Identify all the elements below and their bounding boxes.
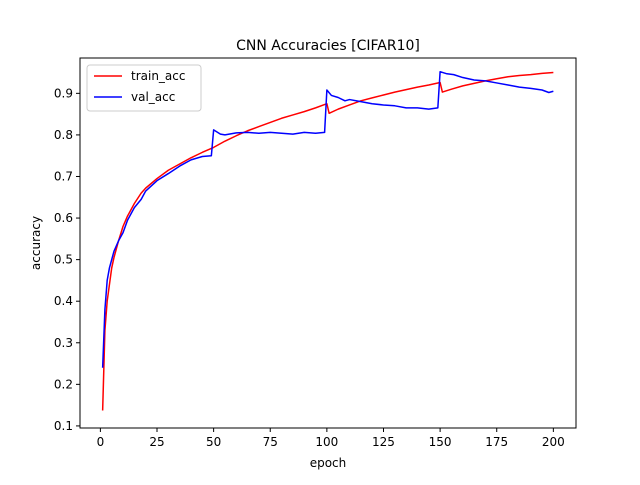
series-line-val-acc — [101, 70, 554, 368]
x-tick-label: 100 — [315, 435, 338, 449]
y-tick-label: 0.2 — [54, 377, 73, 391]
y-tick-label: 0.6 — [54, 211, 73, 225]
x-axis-label: epoch — [310, 456, 347, 470]
axes-frame — [79, 57, 577, 429]
y-tick-label: 0.9 — [54, 86, 73, 100]
x-tick-label: 75 — [263, 435, 278, 449]
series-layer — [101, 70, 554, 411]
legend-label-train: train_acc — [131, 69, 185, 83]
x-tick-label: 0 — [97, 435, 105, 449]
y-axis: 0.1 0.2 0.3 0.4 0.5 0.6 0.7 0.8 0.9 — [54, 86, 80, 433]
y-tick-label: 0.8 — [54, 128, 73, 142]
y-tick-label: 0.1 — [54, 419, 73, 433]
x-tick-label: 25 — [149, 435, 164, 449]
y-tick-label: 0.4 — [54, 294, 73, 308]
legend: train_acc val_acc — [86, 64, 202, 112]
x-tick-label: 50 — [206, 435, 221, 449]
y-tick-label: 0.7 — [54, 169, 73, 183]
x-tick-label: 200 — [542, 435, 565, 449]
x-tick-label: 175 — [485, 435, 508, 449]
legend-label-val: val_acc — [131, 90, 175, 104]
x-axis: 0 25 50 75 100 125 150 175 200 — [97, 428, 565, 449]
x-tick-label: 150 — [429, 435, 452, 449]
series-line-train-acc — [101, 71, 554, 411]
y-tick-label: 0.3 — [54, 336, 73, 350]
chart-title: CNN Accuracies [CIFAR10] — [236, 38, 420, 54]
y-tick-label: 0.5 — [54, 253, 73, 267]
x-tick-label: 125 — [372, 435, 395, 449]
y-axis-label: accuracy — [29, 216, 43, 270]
